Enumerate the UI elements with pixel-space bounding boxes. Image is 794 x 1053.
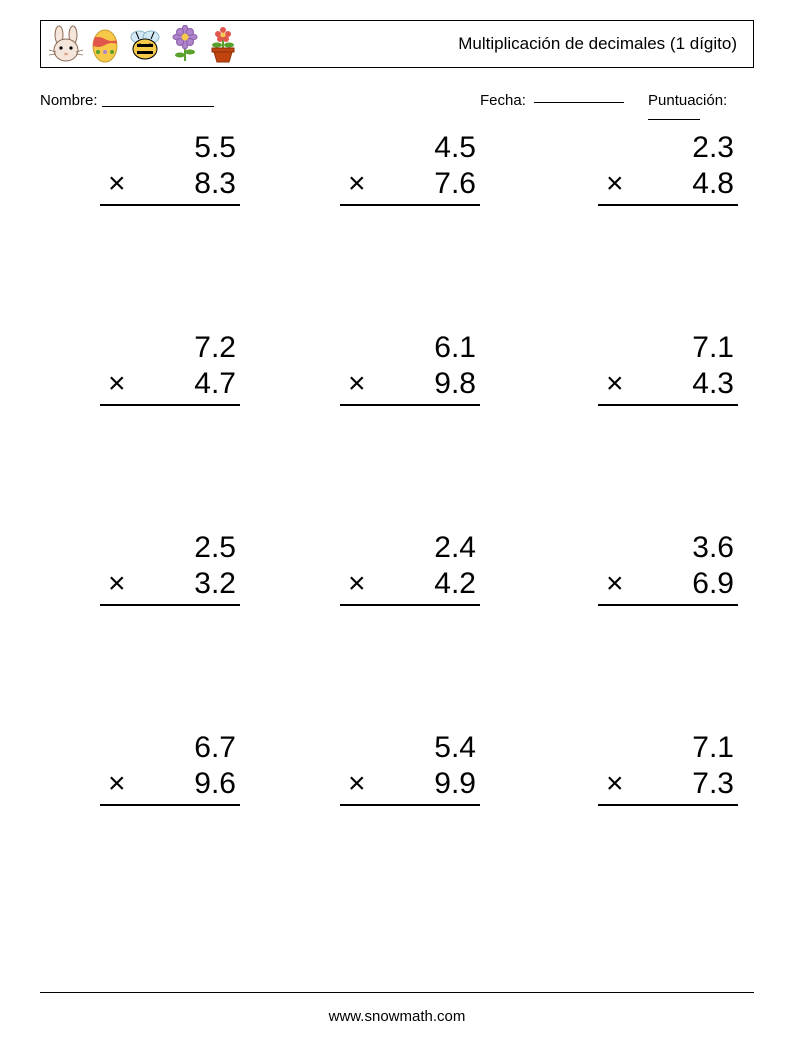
score-label: Puntuación: [648, 92, 731, 109]
multiplicand: 7.1 [598, 730, 738, 766]
multiplier-row: × 9.6 [100, 766, 240, 806]
multiplier-row: × 4.3 [598, 366, 738, 406]
multiplicand: 2.4 [340, 530, 480, 566]
problem: 6.1× 9.8 [340, 330, 480, 406]
date-label: Fecha: [480, 92, 530, 109]
multiplicand: 6.7 [100, 730, 240, 766]
multiplier: 4.2 [434, 567, 476, 600]
problem: 3.6× 6.9 [598, 530, 738, 606]
problem-row: 2.5×3.22.4×4.23.6×6.9 [40, 530, 754, 730]
multiplier: 9.8 [434, 367, 476, 400]
egg-icon [91, 25, 119, 63]
operator: × [108, 566, 126, 602]
header-icons [49, 25, 239, 63]
multiplier: 3.2 [194, 567, 236, 600]
bunny-icon [49, 25, 83, 63]
operator: × [606, 566, 624, 602]
header-box: Multiplicación de decimales (1 dígito) [40, 20, 754, 68]
multiplier: 9.9 [434, 767, 476, 800]
multiplicand: 2.3 [598, 130, 738, 166]
multiplier: 7.3 [692, 767, 734, 800]
problem: 7.2× 4.7 [100, 330, 240, 406]
multiplier-row: × 6.9 [598, 566, 738, 606]
flower-icon [171, 25, 199, 63]
operator: × [606, 166, 624, 202]
problem: 6.7× 9.6 [100, 730, 240, 806]
multiplicand: 5.4 [340, 730, 480, 766]
multiplier-row: × 4.2 [340, 566, 480, 606]
operator: × [348, 766, 366, 802]
problem: 7.1× 4.3 [598, 330, 738, 406]
footer-text: www.snowmath.com [0, 1008, 794, 1025]
multiplier-row: × 7.3 [598, 766, 738, 806]
multiplicand: 6.1 [340, 330, 480, 366]
flowerpot-icon [207, 25, 239, 63]
multiplier: 8.3 [194, 167, 236, 200]
problems-grid: 5.5×8.34.5×7.62.3×4.87.2×4.76.1×9.87.1×4… [40, 130, 754, 930]
multiplier-row: × 3.2 [100, 566, 240, 606]
multiplier: 6.9 [692, 567, 734, 600]
field-row: Nombre: Fecha: Puntuación: [40, 92, 754, 109]
operator: × [108, 166, 126, 202]
problem-row: 7.2×4.76.1×9.87.1×4.3 [40, 330, 754, 530]
date-line[interactable] [534, 102, 624, 103]
multiplier: 7.6 [434, 167, 476, 200]
score-line[interactable] [648, 119, 700, 120]
multiplier-row: × 9.9 [340, 766, 480, 806]
problem: 7.1× 7.3 [598, 730, 738, 806]
problem: 2.3× 4.8 [598, 130, 738, 206]
multiplier-row: × 9.8 [340, 366, 480, 406]
operator: × [348, 366, 366, 402]
operator: × [348, 566, 366, 602]
multiplier: 4.7 [194, 367, 236, 400]
name-line[interactable] [102, 90, 214, 107]
multiplier: 9.6 [194, 767, 236, 800]
problem: 2.4× 4.2 [340, 530, 480, 606]
footer-separator [40, 992, 754, 993]
multiplier: 4.3 [692, 367, 734, 400]
bee-icon [127, 25, 163, 63]
name-label: Nombre: [40, 92, 102, 109]
multiplier-row: × 7.6 [340, 166, 480, 206]
operator: × [606, 366, 624, 402]
multiplicand: 4.5 [340, 130, 480, 166]
operator: × [348, 166, 366, 202]
operator: × [108, 366, 126, 402]
problem: 2.5× 3.2 [100, 530, 240, 606]
problem-row: 6.7×9.65.4×9.97.1×7.3 [40, 730, 754, 930]
multiplier-row: × 8.3 [100, 166, 240, 206]
operator: × [606, 766, 624, 802]
multiplicand: 3.6 [598, 530, 738, 566]
multiplicand: 2.5 [100, 530, 240, 566]
multiplier: 4.8 [692, 167, 734, 200]
multiplier-row: × 4.8 [598, 166, 738, 206]
worksheet-page: Multiplicación de decimales (1 dígito) N… [0, 0, 794, 1053]
worksheet-title: Multiplicación de decimales (1 dígito) [458, 21, 737, 67]
multiplier-row: × 4.7 [100, 366, 240, 406]
operator: × [108, 766, 126, 802]
problem: 4.5× 7.6 [340, 130, 480, 206]
multiplicand: 7.1 [598, 330, 738, 366]
multiplicand: 5.5 [100, 130, 240, 166]
problem: 5.4× 9.9 [340, 730, 480, 806]
problem: 5.5× 8.3 [100, 130, 240, 206]
multiplicand: 7.2 [100, 330, 240, 366]
problem-row: 5.5×8.34.5×7.62.3×4.8 [40, 130, 754, 330]
